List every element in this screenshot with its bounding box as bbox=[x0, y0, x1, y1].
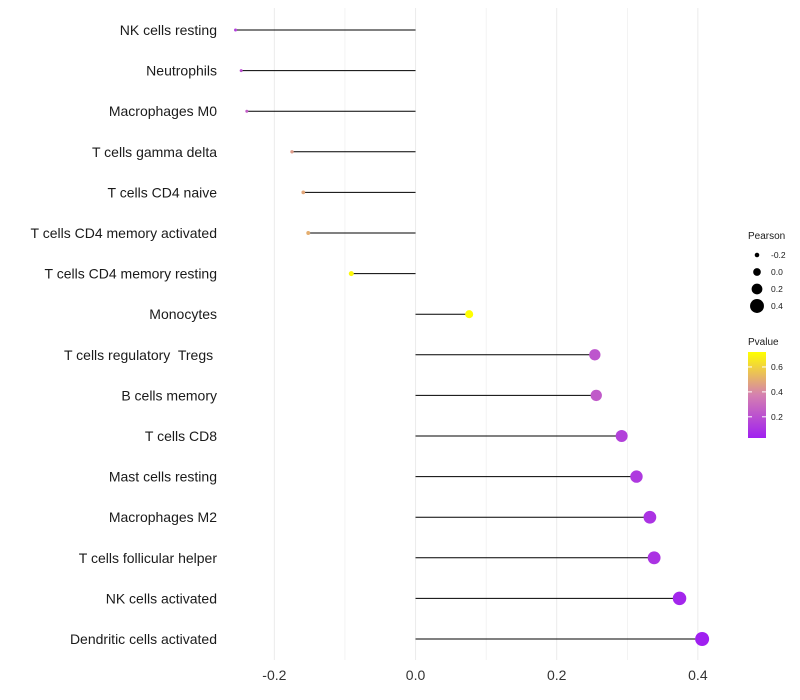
category-label: T cells CD4 memory activated bbox=[31, 225, 217, 241]
data-point bbox=[301, 190, 306, 195]
category-label: Macrophages M2 bbox=[109, 509, 217, 525]
category-label: B cells memory bbox=[121, 387, 217, 403]
category-label: Monocytes bbox=[149, 306, 217, 322]
category-label: NK cells activated bbox=[106, 590, 217, 606]
data-point bbox=[239, 69, 243, 73]
data-point bbox=[672, 591, 687, 606]
size-legend: Pearson -0.2 0.0 0.2 0.4 bbox=[748, 231, 786, 313]
data-point bbox=[290, 150, 294, 154]
size-legend-label: 0.0 bbox=[771, 267, 783, 277]
x-tick-label: 0.0 bbox=[406, 667, 426, 683]
size-legend-title: Pearson bbox=[748, 231, 785, 242]
size-legend-label: 0.2 bbox=[771, 284, 783, 294]
x-tick-label: 0.2 bbox=[547, 667, 567, 683]
category-label: T cells follicular helper bbox=[79, 550, 218, 566]
data-point bbox=[643, 510, 657, 524]
pvalue-tick-label: 0.4 bbox=[771, 387, 783, 397]
category-label: T cells CD4 memory resting bbox=[45, 266, 217, 282]
category-labels: NK cells resting Neutrophils Macrophages M… bbox=[31, 22, 218, 647]
category-label: Dendritic cells activated bbox=[70, 631, 217, 647]
x-axis-tick-labels: -0.2 0.0 0.2 0.4 bbox=[262, 667, 708, 683]
pvalue-tick-label: 0.2 bbox=[771, 412, 783, 422]
pvalue-colorbar bbox=[748, 352, 766, 438]
data-point bbox=[348, 271, 354, 277]
category-label: Mast cells resting bbox=[109, 469, 217, 485]
size-legend-label: -0.2 bbox=[771, 250, 786, 260]
data-point bbox=[615, 429, 628, 443]
category-label: T cells gamma delta bbox=[92, 144, 217, 160]
size-legend-key bbox=[751, 283, 763, 295]
x-tick-label: 0.4 bbox=[688, 667, 708, 683]
category-label: Macrophages M0 bbox=[109, 103, 217, 119]
data-point bbox=[589, 349, 601, 361]
data-point bbox=[590, 389, 602, 402]
pvalue-legend-title: Pvalue bbox=[748, 337, 779, 348]
stems bbox=[235, 29, 703, 640]
data-point bbox=[306, 231, 311, 235]
category-label: NK cells resting bbox=[120, 22, 217, 38]
size-legend-key bbox=[753, 268, 761, 276]
points bbox=[234, 28, 710, 646]
category-label: T cells regulatory Tregs bbox=[64, 347, 217, 363]
data-point bbox=[695, 632, 710, 646]
data-point bbox=[234, 28, 238, 32]
size-legend-key bbox=[750, 299, 764, 313]
size-legend-key bbox=[754, 252, 760, 258]
category-label: Neutrophils bbox=[146, 63, 217, 79]
grid-lines bbox=[273, 8, 699, 660]
size-legend-label: 0.4 bbox=[771, 301, 783, 311]
category-label: T cells CD8 bbox=[145, 428, 217, 444]
category-label: T cells CD4 naive bbox=[108, 184, 218, 200]
data-point bbox=[647, 551, 661, 565]
pvalue-tick-label: 0.6 bbox=[771, 362, 783, 372]
x-tick-label: -0.2 bbox=[262, 667, 286, 683]
pvalue-legend: Pvalue 0.2 0.4 0.6 bbox=[748, 337, 783, 438]
data-point bbox=[630, 470, 643, 483]
data-point bbox=[245, 109, 249, 113]
data-point bbox=[465, 310, 474, 319]
